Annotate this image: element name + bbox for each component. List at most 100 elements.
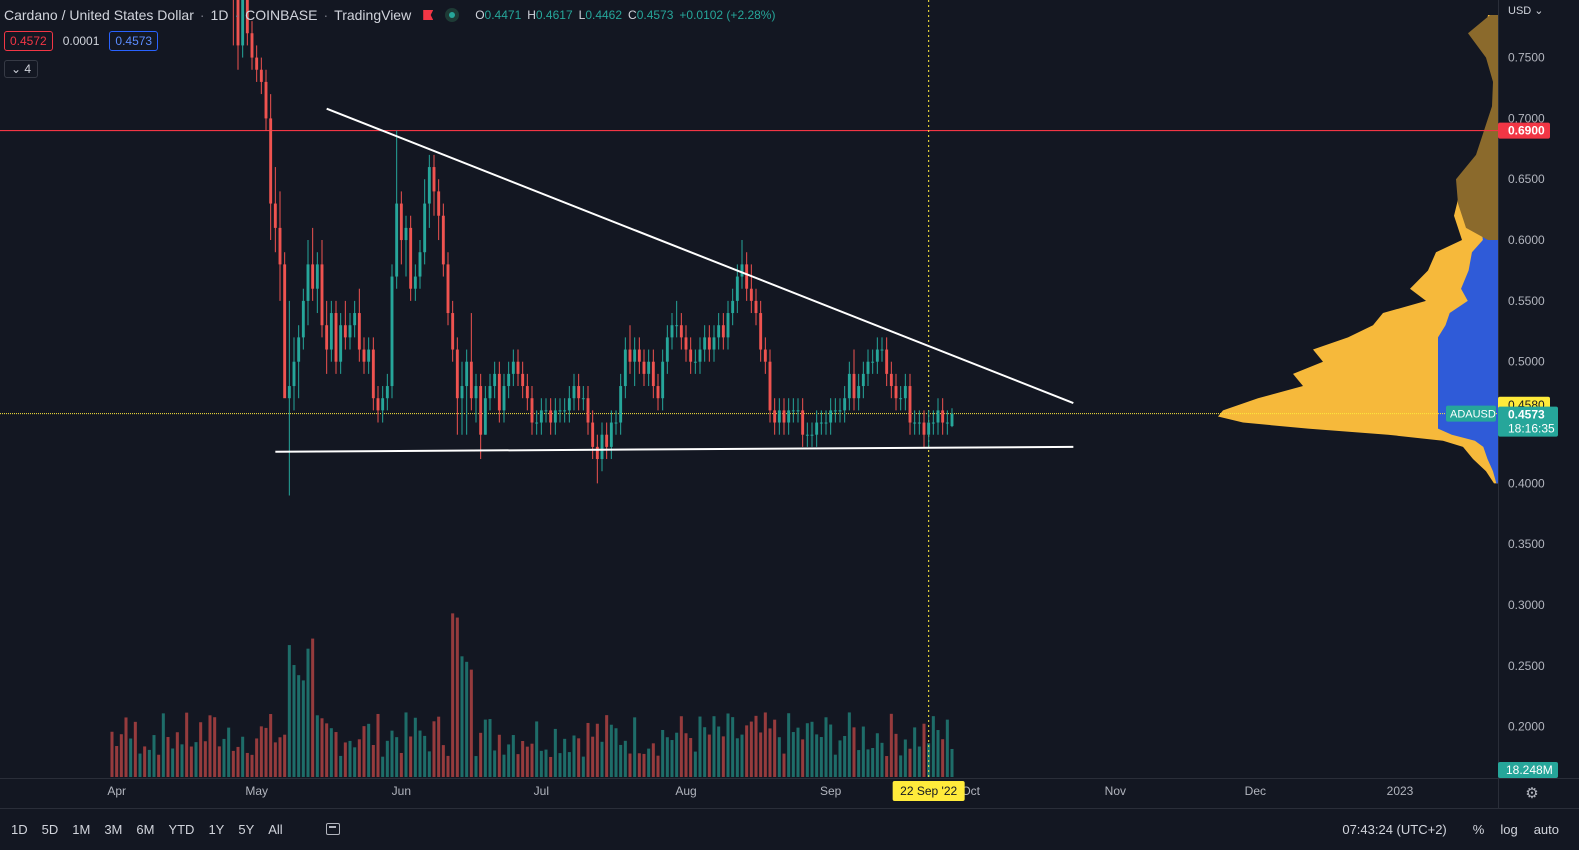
- volume-bar: [535, 721, 539, 777]
- volume-bar: [241, 736, 245, 777]
- volume-bar: [693, 751, 697, 777]
- volume-bar: [791, 732, 795, 777]
- volume-bar: [199, 722, 203, 777]
- candle-body: [689, 349, 693, 362]
- candle-body: [362, 349, 366, 362]
- volume-bar: [656, 755, 660, 777]
- volume-bar: [619, 744, 623, 777]
- volume-bar: [824, 717, 828, 777]
- flag-icon[interactable]: [423, 10, 434, 20]
- candle-body: [521, 373, 525, 387]
- candle-body: [801, 410, 805, 435]
- separator: ·: [199, 7, 205, 23]
- currency-button[interactable]: USD ⌄: [1508, 4, 1544, 17]
- candle-body: [931, 422, 935, 424]
- volume-bar: [511, 735, 515, 777]
- candle-body: [941, 410, 945, 423]
- volume-bar: [581, 756, 585, 777]
- candle-body: [287, 386, 291, 399]
- candle-body: [927, 422, 931, 435]
- volume-bar: [413, 717, 417, 777]
- volume-bar: [866, 749, 870, 777]
- volume-bar: [749, 721, 753, 777]
- candle-body: [539, 410, 543, 423]
- candle-body: [250, 33, 254, 58]
- volume-bar: [488, 719, 492, 777]
- log-toggle[interactable]: log: [1500, 822, 1518, 837]
- range-5y[interactable]: 5Y: [238, 821, 255, 837]
- candle-body: [329, 313, 333, 350]
- candle-body: [880, 349, 884, 351]
- candle-body: [609, 422, 613, 447]
- range-6m[interactable]: 6M: [136, 821, 155, 837]
- volume-bar: [549, 756, 553, 777]
- range-all[interactable]: All: [268, 821, 283, 837]
- candle-body: [292, 361, 296, 387]
- price-chart[interactable]: 0.7500 0.7000 0.6500 0.6000 0.5500 0.5000 0.45…: [0, 0, 1579, 808]
- volume-bar: [707, 734, 711, 777]
- trendline: [275, 445, 1074, 453]
- candle-body: [511, 361, 515, 374]
- candle-body: [647, 361, 651, 374]
- volume-bar: [609, 724, 613, 777]
- range-5d[interactable]: 5D: [41, 821, 59, 837]
- volume-bar: [675, 732, 679, 777]
- countdown-label: 18:16:35: [1508, 422, 1555, 436]
- range-1d[interactable]: 1D: [11, 821, 28, 837]
- auto-toggle[interactable]: auto: [1533, 822, 1559, 837]
- candle-body: [273, 203, 277, 228]
- volume-bar: [455, 617, 459, 777]
- indicators-toggle[interactable]: ⌄ 4: [4, 60, 39, 78]
- candle-body: [255, 57, 259, 70]
- volume-bar: [404, 712, 408, 777]
- volume-bar: [745, 725, 749, 777]
- volume-bar: [245, 752, 249, 777]
- volume-bar: [278, 737, 282, 777]
- time-tick-label: Sep: [820, 784, 842, 798]
- quote-row: 0.4572 0.0001 0.4573: [4, 31, 159, 51]
- candle-body: [763, 349, 767, 362]
- candle-body: [427, 167, 431, 204]
- symbol-name[interactable]: Cardano / United States Dollar: [4, 7, 194, 23]
- range-1m[interactable]: 1M: [72, 821, 91, 837]
- range-1y[interactable]: 1Y: [208, 821, 225, 837]
- range-ytd[interactable]: YTD: [168, 821, 195, 837]
- volume-bar: [913, 727, 917, 777]
- volume-bar: [138, 753, 142, 777]
- clock-time[interactable]: 07:43:24 (UTC+2): [1342, 822, 1447, 837]
- percent-toggle[interactable]: %: [1472, 822, 1485, 837]
- candle-body: [698, 349, 702, 362]
- separator: ·: [323, 7, 329, 23]
- volume-bar: [628, 753, 632, 777]
- volume-bar: [847, 712, 851, 777]
- candle-body: [586, 398, 590, 423]
- volume-bar: [857, 750, 861, 777]
- candle-body: [460, 386, 464, 399]
- volume-bar: [222, 738, 226, 777]
- volume-bar: [703, 727, 707, 777]
- range-3m[interactable]: 3M: [104, 821, 123, 837]
- calendar-icon[interactable]: [325, 823, 340, 835]
- open-value: 0.4471: [484, 8, 522, 22]
- buy-button[interactable]: 0.4573: [109, 31, 159, 51]
- candle-body: [544, 410, 548, 412]
- candle-body: [493, 373, 497, 387]
- price-tick-label: 0.7000: [1508, 111, 1545, 125]
- price-tick-label: 0.5500: [1508, 294, 1545, 308]
- volume-profile-yellow: [1218, 15, 1498, 484]
- candle-body: [903, 386, 907, 399]
- candle-body: [871, 361, 875, 363]
- volume-bar: [171, 748, 175, 777]
- candle-body: [367, 349, 371, 362]
- gear-icon[interactable]: ⚙: [1525, 785, 1539, 802]
- crosshair-date-badge: [892, 781, 965, 801]
- volume-bar: [670, 740, 674, 777]
- time-tick-label: Dec: [1245, 784, 1266, 798]
- candle-body: [605, 434, 609, 447]
- market-status-icon[interactable]: [445, 8, 460, 22]
- volume-bar: [731, 717, 735, 777]
- candle-body: [563, 410, 567, 412]
- interval-label[interactable]: 1D: [210, 7, 229, 23]
- sell-button[interactable]: 0.4572: [4, 31, 53, 51]
- candle-body: [516, 361, 520, 374]
